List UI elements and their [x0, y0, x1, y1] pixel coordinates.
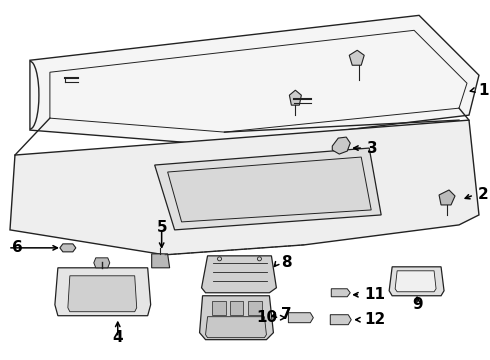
Polygon shape — [212, 301, 225, 315]
Polygon shape — [199, 296, 273, 339]
Polygon shape — [349, 50, 364, 65]
Polygon shape — [10, 120, 479, 255]
Polygon shape — [289, 313, 313, 323]
Text: 10: 10 — [256, 310, 277, 325]
Polygon shape — [94, 258, 110, 268]
Text: 9: 9 — [412, 297, 422, 312]
Polygon shape — [331, 289, 350, 297]
Polygon shape — [290, 90, 301, 105]
Polygon shape — [152, 254, 170, 268]
Text: 11: 11 — [364, 287, 385, 302]
Text: 12: 12 — [364, 312, 386, 327]
Polygon shape — [248, 301, 263, 315]
Polygon shape — [68, 276, 137, 312]
Polygon shape — [332, 137, 350, 154]
Polygon shape — [168, 157, 371, 222]
Polygon shape — [229, 301, 244, 315]
Polygon shape — [55, 268, 150, 316]
Text: 5: 5 — [156, 220, 167, 235]
Text: 1: 1 — [478, 83, 489, 98]
Polygon shape — [389, 267, 444, 296]
Polygon shape — [330, 315, 351, 325]
Text: 4: 4 — [112, 330, 123, 345]
Polygon shape — [395, 271, 436, 292]
Polygon shape — [60, 244, 76, 252]
Text: 3: 3 — [367, 140, 378, 156]
Text: 6: 6 — [12, 240, 23, 255]
Polygon shape — [206, 317, 267, 338]
Text: 7: 7 — [281, 307, 292, 322]
Polygon shape — [201, 256, 276, 293]
Polygon shape — [155, 148, 381, 230]
Text: 8: 8 — [281, 255, 292, 270]
Polygon shape — [439, 190, 455, 205]
Text: 2: 2 — [478, 188, 489, 202]
Polygon shape — [30, 15, 479, 145]
